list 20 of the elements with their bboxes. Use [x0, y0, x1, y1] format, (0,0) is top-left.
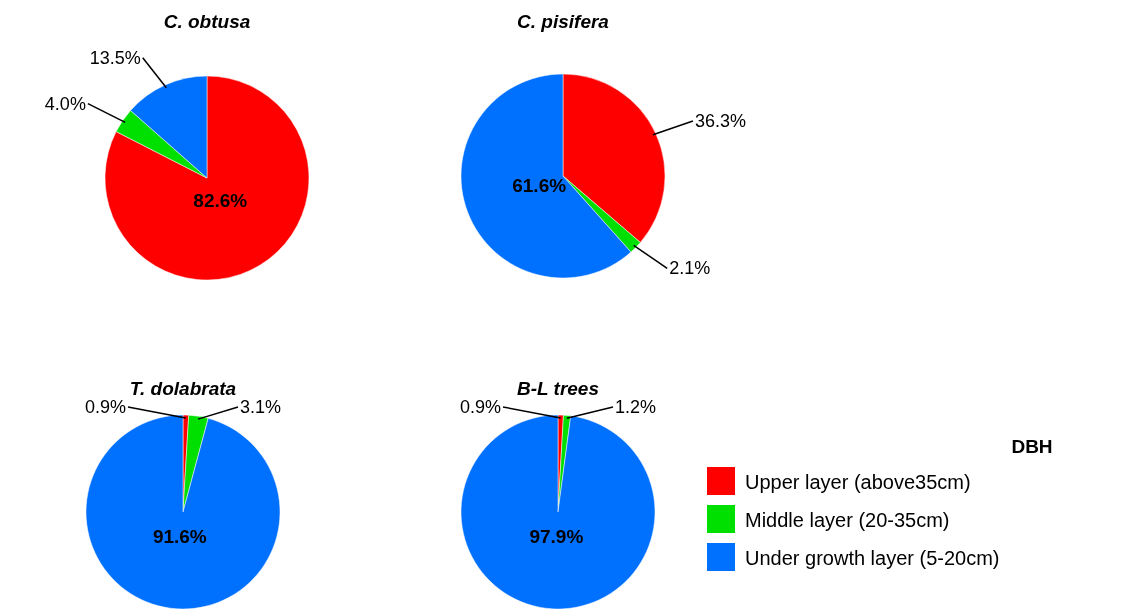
data-label: 4.0% — [44, 93, 86, 114]
legend-label: Upper layer (above35cm) — [745, 471, 971, 493]
data-label: 0.9% — [459, 397, 501, 417]
chart-title: C. obtusa — [163, 11, 251, 32]
data-label: 0.9% — [84, 397, 126, 417]
data-label: 97.9% — [529, 526, 584, 548]
data-label: 82.6% — [193, 189, 248, 211]
data-label: 1.2% — [615, 397, 657, 417]
data-label: 13.5% — [89, 47, 141, 68]
chart-title: B-L trees — [516, 378, 600, 399]
data-label: 36.3% — [694, 110, 747, 131]
legend-label: Middle layer (20-35cm) — [745, 509, 950, 531]
chart-title: C. pisifera — [517, 11, 610, 32]
data-label: 91.6% — [152, 526, 207, 548]
legend-label: Under growth layer (5-20cm) — [745, 547, 1000, 569]
data-label: 61.6% — [512, 175, 567, 197]
legend-title: DBH — [1011, 436, 1053, 457]
data-label: 2.1% — [669, 258, 711, 279]
chart-title: T. dolabrata — [129, 378, 237, 399]
data-label: 3.1% — [240, 397, 282, 417]
